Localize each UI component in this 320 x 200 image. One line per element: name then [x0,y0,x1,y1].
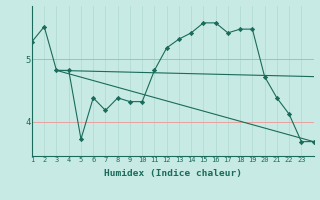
X-axis label: Humidex (Indice chaleur): Humidex (Indice chaleur) [104,169,242,178]
